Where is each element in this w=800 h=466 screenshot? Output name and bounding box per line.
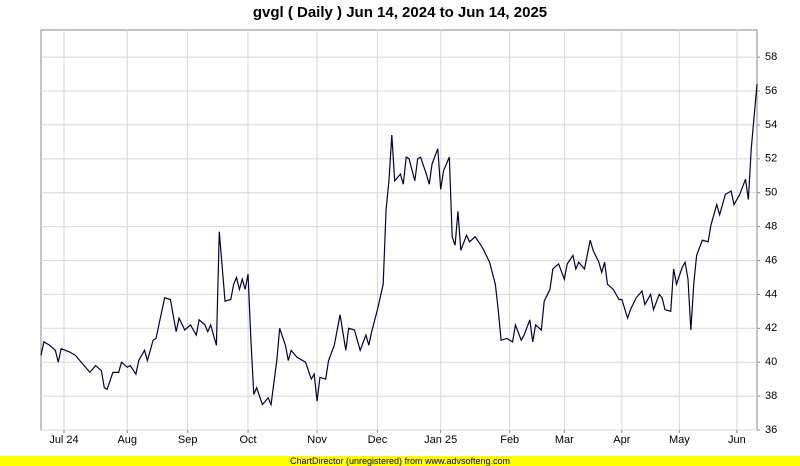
y-tick-label: 40 xyxy=(765,356,777,368)
y-tick-label: 50 xyxy=(765,187,777,199)
y-tick-label: 58 xyxy=(765,51,777,63)
x-tick-label: Nov xyxy=(307,434,327,446)
x-tick-label: Jun xyxy=(728,434,746,446)
price-line xyxy=(40,84,758,407)
x-tick-label: Apr xyxy=(613,434,630,446)
footer: ChartDirector (unregistered) from www.ad… xyxy=(290,456,510,466)
y-tick-label: 42 xyxy=(765,322,777,334)
x-tick-label: Mar xyxy=(555,434,574,446)
y-tick-label: 46 xyxy=(765,254,777,266)
x-tick-label: Sep xyxy=(178,434,198,446)
x-tick-label: Oct xyxy=(239,434,256,446)
y-tick-label: 52 xyxy=(765,153,777,165)
x-tick-label: May xyxy=(669,434,690,446)
y-tick-label: 54 xyxy=(765,119,777,131)
y-tick-label: 56 xyxy=(765,85,777,97)
chart-title: gvgl ( Daily ) Jun 14, 2024 to Jun 14, 2… xyxy=(253,4,547,21)
footer-bar xyxy=(0,456,800,466)
x-tick-label: Jan 25 xyxy=(424,434,457,446)
x-tick-label: Feb xyxy=(500,434,519,446)
plot-area xyxy=(40,29,758,431)
y-tick-label: 36 xyxy=(765,424,777,436)
y-tick-label: 38 xyxy=(765,390,777,402)
x-tick-label: Jul 24 xyxy=(49,434,78,446)
y-tick-label: 48 xyxy=(765,221,777,233)
y-tick-label: 44 xyxy=(765,288,777,300)
x-tick-label: Aug xyxy=(117,434,137,446)
x-tick-label: Dec xyxy=(368,434,388,446)
